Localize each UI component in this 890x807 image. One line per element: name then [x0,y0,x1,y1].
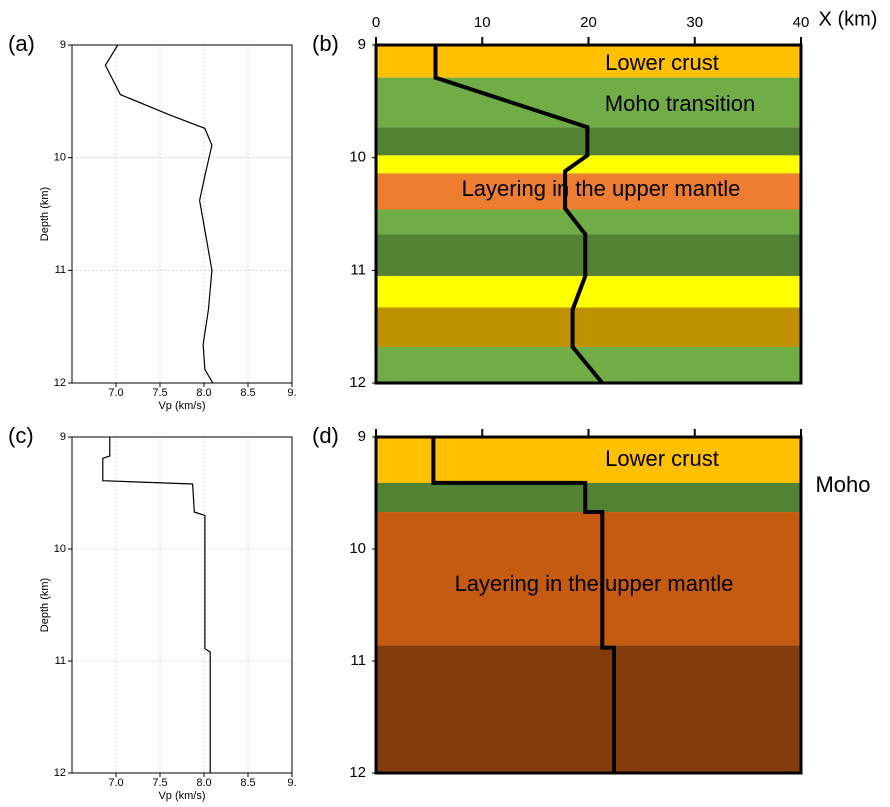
annotation: Moho [815,472,870,497]
layer [376,645,801,773]
x-tick-label: 20 [580,14,597,31]
layer [376,209,801,235]
profile-line [433,45,604,385]
y-tick-label: 12 [54,377,66,389]
panel-label: (d) [312,423,339,448]
y-tick-label: 11 [350,652,366,669]
x-tick-label: 8.0 [196,387,211,399]
annotation: Lower crust [605,446,719,471]
layer [376,275,801,308]
layer [376,77,801,128]
y-tick-label: 9 [60,39,66,51]
x-tick-label: 8.5 [240,387,255,399]
panel-label: (b) [312,31,339,56]
y-tick-label: 12 [349,374,366,391]
annotation: Lower crust [605,50,719,75]
y-tick-label: 11 [55,655,66,667]
x-tick-label: 30 [686,14,703,31]
plot-frame [374,435,803,775]
x-tick-label: 8.5 [240,777,255,789]
y-tick-label: 11 [350,261,366,278]
layer [376,173,801,210]
annotation: Layering in the upper mantle [462,176,741,201]
plot-frame [71,436,293,774]
layer [376,45,801,78]
layer [376,482,801,513]
x-tick-label: 8.0 [196,777,211,789]
plot-frame [71,44,293,384]
y-axis-label: Depth (km) [39,578,51,632]
y-tick-label: 10 [54,152,66,164]
y-tick-label: 10 [54,543,66,555]
profile-line [431,437,616,773]
x-tick-label: 9. [287,777,296,789]
layer [376,437,801,483]
x-tick-label: 0 [372,14,380,31]
y-tick-label: 12 [54,767,66,779]
x-tick-label: 7.5 [152,777,167,789]
y-tick-label: 9 [60,431,66,443]
x-tick-label: 10 [474,14,491,31]
x-tick-label: 9. [287,387,296,399]
panel-label: (a) [8,31,35,56]
y-tick-label: 12 [349,764,366,781]
y-tick-label: 9 [358,36,366,53]
x-axis-label: Vp (km/s) [158,400,205,412]
x-tick-label: 7.0 [108,387,123,399]
layer [376,512,801,646]
y-tick-label: 9 [358,428,366,445]
x-tick-label: 7.5 [152,387,167,399]
x-tick-label: 7.0 [108,777,123,789]
x-axis-label: Vp (km/s) [158,790,205,802]
y-axis-label: Depth (km) [39,187,51,241]
panel-label: (c) [8,423,34,448]
y-tick-label: 10 [349,149,366,166]
y-tick-label: 11 [55,264,66,276]
plot-frame [374,43,803,385]
profile-line [102,437,211,773]
annotation: Layering in the upper mantle [455,571,734,596]
annotation: Moho transition [605,91,755,116]
y-tick-label: 10 [349,540,366,557]
x-axis-label: X (km) [819,8,878,30]
layer [376,155,801,174]
profile-line [104,44,214,384]
x-tick-label: 40 [793,14,810,31]
layer [376,234,801,276]
layer [376,307,801,347]
